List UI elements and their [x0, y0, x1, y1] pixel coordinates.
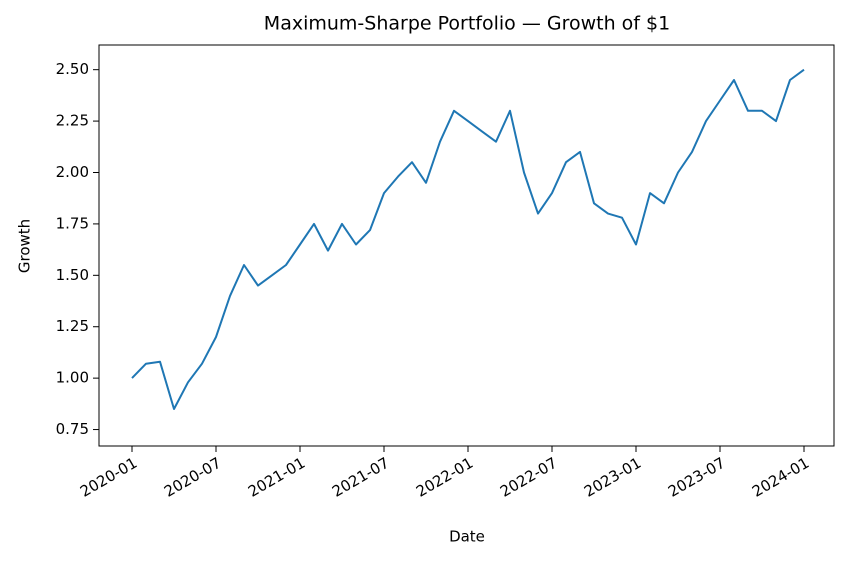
x-tick-label: 2021-07: [329, 454, 392, 501]
y-tick-label: 2.50: [56, 60, 89, 78]
y-tick-label: 2.25: [56, 112, 89, 130]
y-tick-label: 1.00: [56, 369, 89, 387]
line-series: [131, 68, 805, 410]
x-tick-label: 2021-01: [245, 454, 308, 501]
x-tick-label: 2022-07: [497, 454, 560, 501]
x-tick-label: 2023-01: [581, 454, 644, 501]
y-tick-label: 0.75: [56, 420, 89, 438]
y-tick-label: 1.50: [56, 266, 89, 284]
x-axis-label: Date: [449, 528, 485, 546]
x-tick-label: 2023-07: [665, 454, 728, 501]
plot-frame: [98, 44, 835, 447]
x-tick-label: 2022-01: [413, 454, 476, 501]
x-tick-label: 2024-01: [749, 454, 812, 501]
y-axis-label: Growth: [16, 219, 34, 273]
y-tick-label: 1.25: [56, 317, 89, 335]
y-tick-label: 2.00: [56, 163, 89, 181]
x-tick-label: 2020-07: [161, 454, 224, 501]
y-tick-label: 1.75: [56, 214, 89, 232]
chart-title: Maximum-Sharpe Portfolio — Growth of $1: [264, 13, 670, 35]
x-tick-label: 2020-01: [77, 454, 140, 501]
